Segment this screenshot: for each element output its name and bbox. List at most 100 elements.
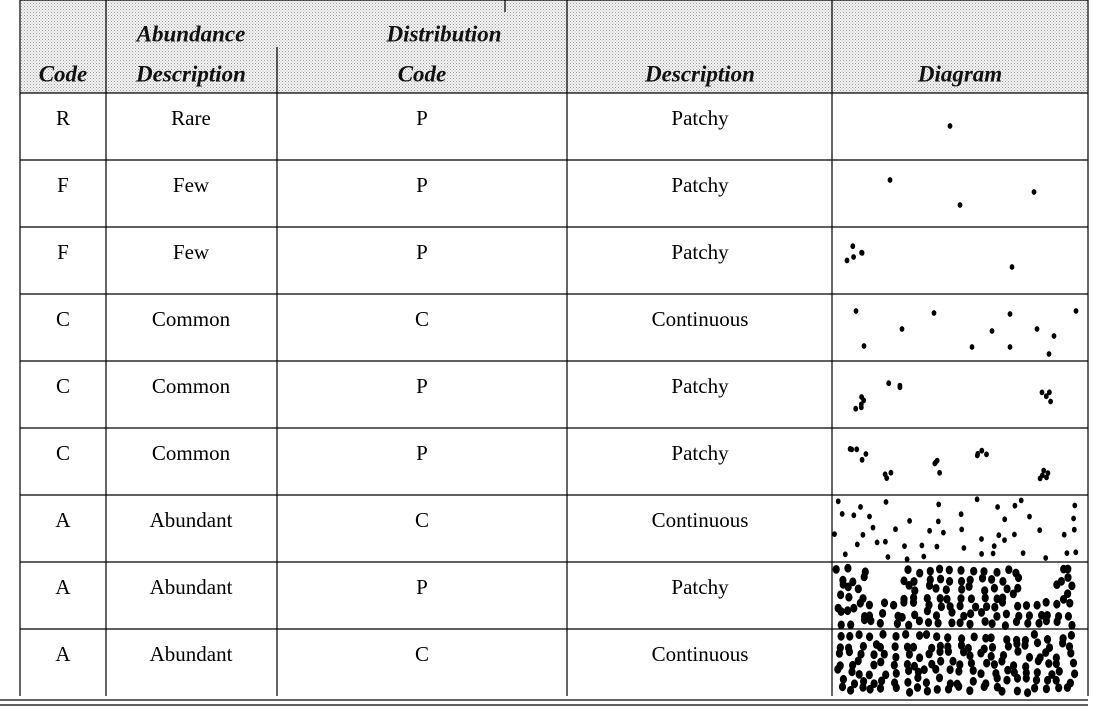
diagram-dot [892, 669, 900, 678]
diagram-dot [910, 661, 919, 671]
diagram-dot [949, 656, 957, 666]
diagram-dot [981, 586, 989, 595]
diagram-dot [979, 536, 984, 542]
diagram-dot [965, 582, 973, 591]
diagram-dot [865, 600, 874, 610]
diagram-dot [1035, 618, 1043, 628]
diagram-dot [1005, 565, 1013, 574]
diagram-dot [1069, 658, 1078, 668]
diagram-dot [1064, 611, 1072, 621]
diagram-dot [943, 594, 951, 604]
diagram-dot [1037, 527, 1043, 534]
diagram-dot [1032, 675, 1041, 685]
diagram-dot [1014, 601, 1022, 611]
column-header: Diagram [917, 61, 1002, 86]
cell: Common [152, 307, 231, 331]
diagram-dot [877, 657, 885, 667]
diagram-dot [838, 682, 847, 692]
diagram-dot [989, 328, 995, 334]
diagram-dot [1024, 688, 1032, 698]
diagram-dot [1013, 639, 1021, 649]
diagram-dot [842, 551, 848, 558]
diagram-dot [1067, 648, 1075, 658]
diagram-dot [948, 607, 956, 617]
cell: Few [173, 173, 210, 197]
diagram-dot [1009, 264, 1015, 270]
diagram-dot [923, 686, 932, 696]
diagram-dot [900, 597, 908, 607]
diagram-dot [937, 602, 946, 612]
diagram-dot [904, 565, 912, 574]
diagram-dot [902, 543, 907, 549]
diagram-dot [967, 609, 975, 619]
diagram-dot [853, 405, 859, 412]
diagram-dot [850, 243, 856, 250]
diagram-dot [832, 565, 840, 574]
diagram-dot [874, 539, 880, 546]
diagram-dot [972, 602, 980, 612]
diagram-dot [966, 651, 974, 661]
diagram-dot [1022, 601, 1031, 610]
diagram-dot [897, 382, 903, 389]
diagram-dot [876, 618, 884, 628]
diagram-dot [870, 660, 878, 670]
diagram-dot [1021, 641, 1029, 650]
diagram-dot [932, 611, 941, 621]
diagram-dot [936, 594, 944, 603]
diagram-dot [967, 658, 976, 668]
diagram-dot [849, 577, 857, 587]
cell: R [56, 106, 70, 130]
diagram-dot [935, 518, 941, 525]
diagram-dot [993, 567, 1001, 577]
cell: Abundant [150, 642, 233, 666]
cell: P [416, 173, 428, 197]
diagram-dot [966, 686, 974, 695]
diagram-dot [956, 660, 964, 670]
diagram-dot [844, 606, 852, 616]
diagram-dot [834, 664, 842, 674]
diagram-dot [977, 669, 985, 678]
diagram-dot [867, 513, 872, 520]
diagram-dot [980, 567, 988, 576]
diagram-dot [945, 565, 953, 575]
diagram-dot [981, 617, 989, 626]
diagram-dot [966, 619, 974, 629]
diagram-dot [979, 447, 985, 454]
diagram-dot [857, 649, 865, 659]
diagram-dot [1013, 686, 1022, 696]
diagram-dot [1012, 617, 1021, 626]
diagram-dot [859, 683, 867, 692]
diagram-dot [904, 556, 910, 563]
diagram-dot [854, 446, 860, 453]
diagram-dot [844, 582, 852, 592]
diagram-dot [915, 616, 924, 626]
diagram-dot [959, 526, 965, 533]
diagram-dot [1038, 610, 1046, 620]
cell: A [55, 508, 71, 532]
diagram-dot [987, 633, 995, 643]
diagram-dot [855, 630, 863, 640]
diagram-dot [932, 584, 940, 593]
diagram-dot [892, 652, 900, 662]
diagram-dot [961, 545, 967, 551]
diagram-dot [1013, 673, 1022, 683]
header-background [20, 0, 1088, 93]
diagram-dot [907, 518, 912, 524]
diagram-dot [1031, 683, 1039, 693]
diagram-dot [990, 583, 999, 593]
diagram-dot [919, 542, 925, 549]
diagram-dot [856, 598, 864, 608]
diagram-dot [980, 682, 988, 692]
diagram-dot [944, 647, 953, 656]
diagram-dot [914, 673, 922, 683]
diagram-dot [1014, 583, 1022, 593]
diagram-dot [933, 459, 938, 466]
group-label: Distribution [385, 21, 501, 46]
diagram-dot [886, 380, 892, 387]
diagram-dot [1064, 550, 1070, 556]
diagram-dot [1059, 638, 1067, 648]
diagram-dot [936, 501, 942, 508]
diagram-dot [1027, 513, 1032, 520]
diagram-dot [846, 631, 854, 641]
diagram-dot [937, 574, 945, 584]
